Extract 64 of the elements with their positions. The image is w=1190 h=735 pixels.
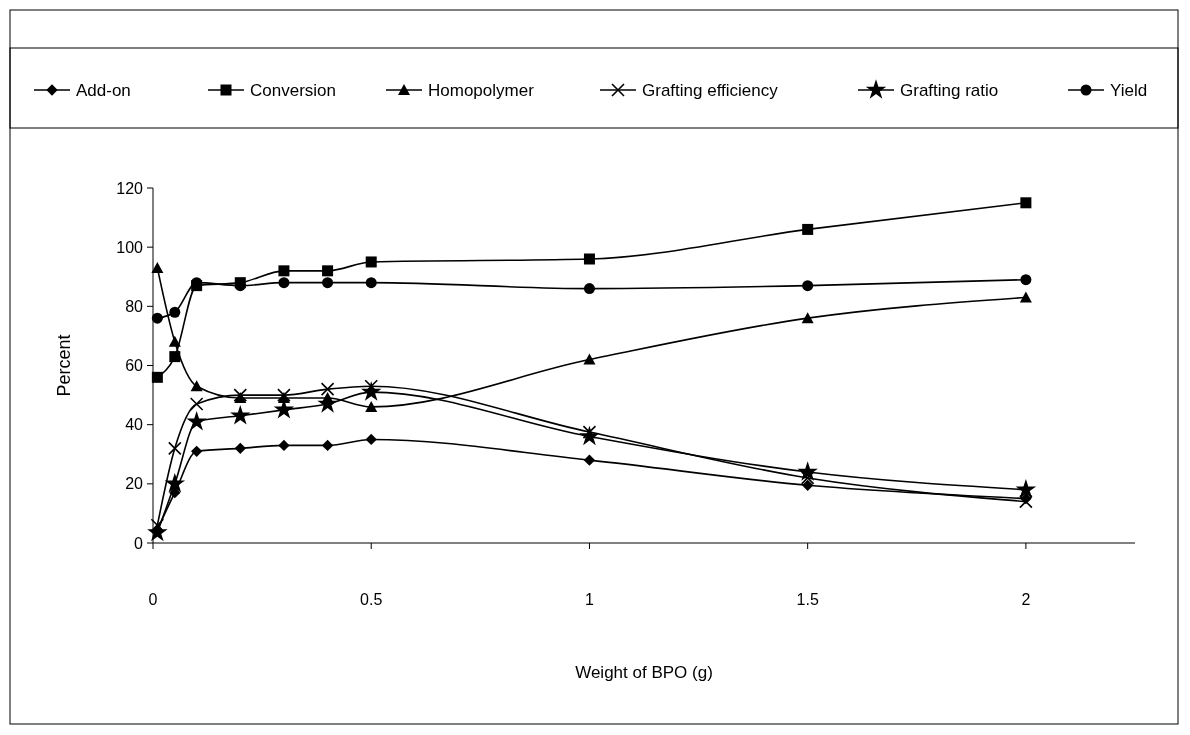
y-axis-title: Percent bbox=[54, 334, 74, 397]
x-axis-title: Weight of BPO (g) bbox=[575, 663, 713, 682]
point bbox=[1019, 494, 1033, 509]
point bbox=[579, 425, 600, 446]
point bbox=[164, 473, 186, 493]
point bbox=[1020, 274, 1032, 286]
point bbox=[322, 277, 334, 289]
point bbox=[278, 265, 290, 277]
legend-label: Add-on bbox=[76, 81, 131, 100]
x-tick-label: 2 bbox=[1021, 591, 1031, 608]
point bbox=[365, 433, 377, 446]
x-tick-label: 0.5 bbox=[360, 591, 383, 608]
point bbox=[277, 388, 291, 402]
x-tick-label: 1.5 bbox=[796, 591, 819, 608]
legend-label: Grafting ratio bbox=[900, 81, 999, 100]
legend-label: Conversion bbox=[250, 81, 336, 100]
point bbox=[802, 479, 814, 491]
point bbox=[233, 388, 248, 402]
point bbox=[278, 439, 290, 452]
point bbox=[186, 410, 207, 431]
point bbox=[321, 439, 334, 452]
point bbox=[151, 312, 163, 324]
point bbox=[1020, 197, 1032, 209]
point bbox=[190, 445, 203, 457]
point bbox=[583, 253, 595, 265]
point bbox=[365, 400, 378, 412]
point bbox=[801, 312, 814, 324]
point bbox=[151, 261, 164, 273]
point bbox=[169, 351, 181, 363]
point bbox=[189, 397, 204, 411]
y-tick-label: 60 bbox=[125, 357, 144, 375]
point bbox=[278, 277, 290, 289]
point bbox=[360, 381, 382, 401]
point bbox=[797, 461, 818, 481]
point bbox=[1015, 478, 1037, 499]
point bbox=[1019, 291, 1032, 303]
x-tick-label: 0 bbox=[148, 591, 158, 608]
y-tick-label: 80 bbox=[125, 297, 144, 315]
y-tick-label: 20 bbox=[125, 475, 144, 493]
point bbox=[802, 223, 814, 235]
x-tick-label: 1 bbox=[584, 591, 594, 608]
point bbox=[168, 441, 182, 456]
legend-label: Grafting efficiency bbox=[642, 81, 779, 100]
point bbox=[169, 306, 181, 318]
point bbox=[190, 380, 203, 392]
point bbox=[322, 265, 334, 277]
legend-label: Yield bbox=[1110, 81, 1148, 100]
point bbox=[802, 280, 814, 292]
point bbox=[234, 442, 246, 454]
point bbox=[365, 256, 377, 268]
point bbox=[583, 353, 596, 365]
point bbox=[365, 277, 377, 289]
y-tick-label: 0 bbox=[134, 534, 144, 552]
point bbox=[320, 382, 335, 396]
point bbox=[168, 335, 181, 347]
point bbox=[147, 521, 168, 542]
y-tick-label: 100 bbox=[116, 238, 144, 256]
point bbox=[583, 283, 595, 295]
point bbox=[151, 371, 163, 383]
y-tick-label: 120 bbox=[116, 179, 144, 197]
point bbox=[583, 454, 596, 466]
y-tick-label: 40 bbox=[125, 416, 144, 434]
point bbox=[230, 405, 251, 425]
legend-label: Homopolymer bbox=[428, 81, 535, 100]
